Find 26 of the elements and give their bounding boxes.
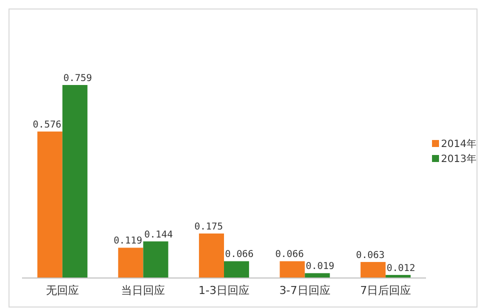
data-label: 0.119 — [114, 236, 142, 247]
bar — [62, 85, 88, 278]
bar — [143, 241, 168, 278]
data-label: 0.066 — [275, 249, 304, 260]
data-label: 0.759 — [63, 73, 92, 84]
bar — [37, 132, 62, 278]
bar — [224, 261, 250, 278]
bar — [118, 248, 144, 278]
x-tick-label: 3-7日回应 — [279, 284, 330, 297]
x-tick-label: 7日后回应 — [360, 284, 412, 297]
x-tick-label: 无回应 — [46, 284, 79, 297]
data-label: 0.576 — [32, 120, 62, 131]
bar — [304, 273, 330, 278]
data-label: 0.144 — [144, 229, 174, 240]
data-label: 0.012 — [386, 262, 416, 274]
x-tick-label: 1-3日回应 — [198, 284, 250, 297]
data-label: 0.066 — [225, 249, 254, 260]
x-tick-label: 当日回应 — [121, 284, 166, 297]
data-label: 0.175 — [194, 222, 223, 232]
data-label: 0.063 — [356, 250, 385, 261]
bar — [360, 262, 386, 278]
bar — [198, 234, 224, 278]
bar — [280, 261, 305, 278]
data-label: 0.019 — [306, 261, 335, 272]
legend-label: 2013年 — [441, 153, 476, 165]
legend-label: 2014年 — [441, 138, 476, 150]
